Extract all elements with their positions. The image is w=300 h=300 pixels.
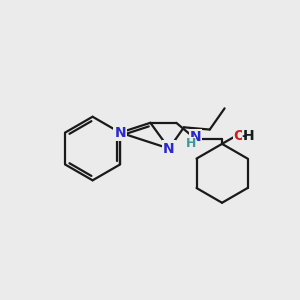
Text: N: N bbox=[114, 126, 126, 140]
Text: N: N bbox=[163, 142, 175, 155]
Text: H: H bbox=[243, 129, 254, 143]
Text: N: N bbox=[190, 130, 201, 144]
Text: O: O bbox=[234, 129, 245, 143]
Text: -: - bbox=[241, 129, 247, 143]
Text: H: H bbox=[186, 137, 196, 150]
